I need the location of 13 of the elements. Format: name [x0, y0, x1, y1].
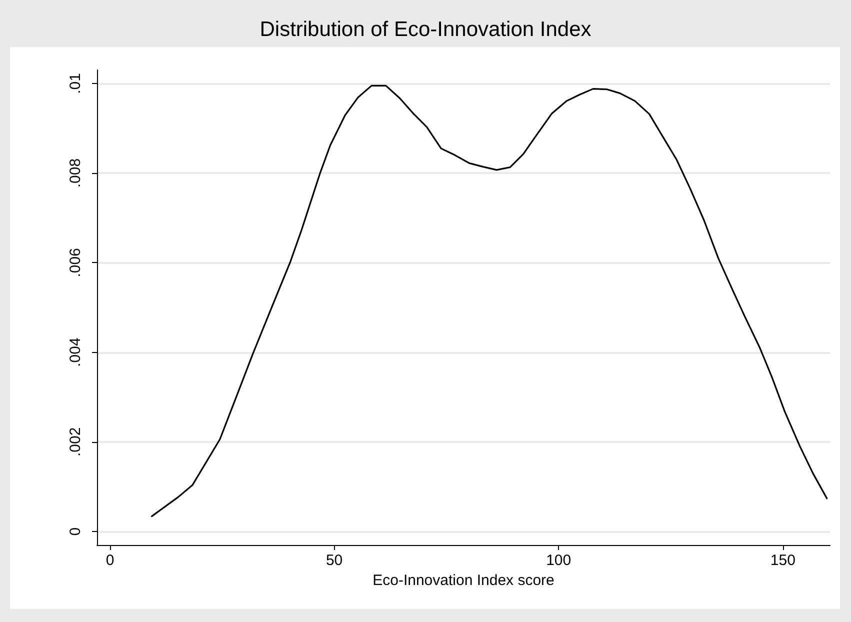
x-tick-label: 100	[546, 552, 572, 569]
y-tick-label: .002	[67, 427, 84, 457]
y-tick-label: .01	[67, 73, 84, 94]
x-axis-title: Eco-Innovation Index score	[372, 572, 554, 589]
line-series	[150, 84, 828, 518]
chart-title: Distribution of Eco-Innovation Index	[260, 18, 592, 41]
y-tick-label: .008	[67, 158, 84, 188]
x-tick-label: 150	[770, 552, 796, 569]
x-tick-label: 0	[106, 552, 114, 569]
x-tick-label: 50	[326, 552, 343, 569]
y-tick-label: .006	[67, 248, 84, 278]
y-tick-label: 0	[67, 527, 84, 536]
y-tick-label: .004	[67, 338, 84, 367]
